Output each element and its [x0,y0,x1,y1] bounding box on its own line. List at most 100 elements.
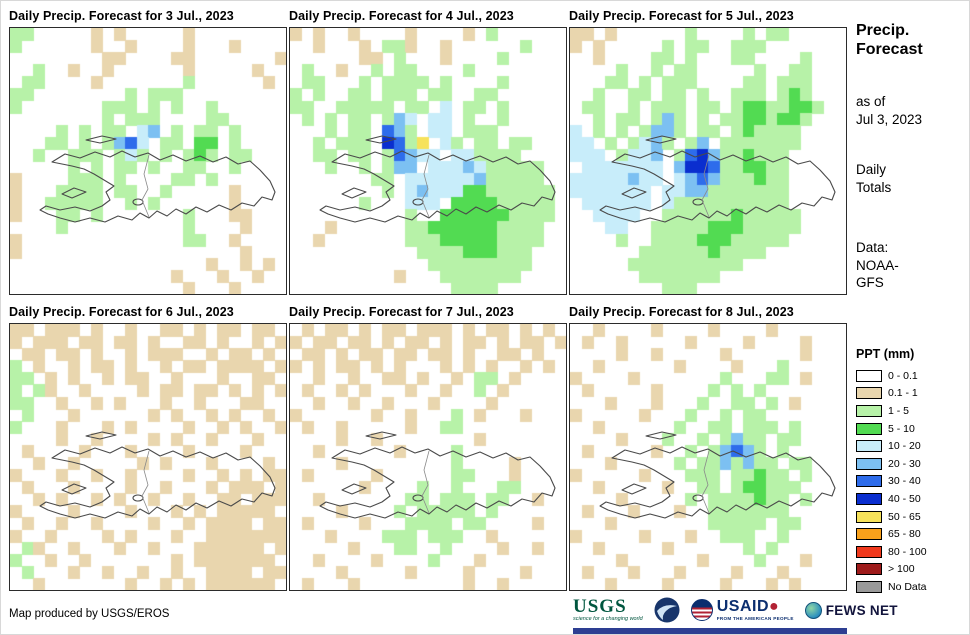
legend-label: 5 - 10 [888,422,915,435]
legend-swatch [856,387,882,400]
legend-item: 30 - 40 [856,473,966,491]
legend-label: 30 - 40 [888,475,921,488]
legend-swatch [856,457,882,470]
legend-item: No Data [856,578,966,596]
legend-swatch [856,440,882,453]
usgs-logo-text: USGS [573,596,627,618]
panel-title: Daily Precip. Forecast for 5 Jul., 2023 [569,9,794,23]
legend-label: No Data [888,580,927,593]
bottom-banner [573,628,847,634]
legend-item: > 100 [856,561,966,579]
legend-item: 1 - 5 [856,402,966,420]
usgs-tagline: science for a changing world [573,616,643,623]
coastline-overlay [39,431,276,519]
legend-swatch [856,422,882,435]
legend-swatch [856,475,882,488]
legend-label: 80 - 100 [888,545,927,558]
legend-item: 65 - 80 [856,525,966,543]
panel-title: Daily Precip. Forecast for 6 Jul., 2023 [9,305,234,319]
legend-label: 40 - 50 [888,492,921,505]
legend-item: 80 - 100 [856,543,966,561]
data-source: Data: NOAA- GFS [856,239,899,292]
forecast-panel: Daily Precip. Forecast for 3 Jul., 2023 [9,9,287,295]
sidebar-title-line1: Precip. [856,22,910,39]
daily-totals-label: Daily Totals [856,161,891,196]
precip-map [569,323,847,591]
legend-swatch [856,369,882,382]
legend-swatch [856,528,882,541]
forecast-panel: Daily Precip. Forecast for 7 Jul., 2023 [289,305,567,591]
sidebar-title-line2: Forecast [856,41,923,58]
as-of-date: as of Jul 3, 2023 [856,93,922,128]
panel-title: Daily Precip. Forecast for 4 Jul., 2023 [289,9,514,23]
data-source-label: Data: [856,240,889,255]
globe-icon [804,601,822,619]
panel-title: Daily Precip. Forecast for 7 Jul., 2023 [289,305,514,319]
precip-raster [10,28,286,294]
coastline-overlay [599,431,836,519]
legend-title: PPT (mm) [856,347,915,361]
forecast-panel: Daily Precip. Forecast for 8 Jul., 2023 [569,305,847,591]
legend-swatch [856,492,882,505]
data-source-line3: GFS [856,275,884,290]
precip-raster [10,324,286,590]
legend-label: 10 - 20 [888,440,921,453]
precip-map [289,27,567,295]
fewsnet-logo: FEWS NET [804,601,898,619]
data-source-line2: NOAA- [856,257,899,273]
legend-item: 10 - 20 [856,437,966,455]
as-of-value: Jul 3, 2023 [856,111,923,127]
precip-map [569,27,847,295]
map-credit: Map produced by USGS/EROS [9,608,170,620]
agency-logos: USGS science for a changing world USAID●… [573,594,898,626]
usaid-logo: USAID● FROM THE AMERICAN PEOPLE [690,597,794,622]
precip-raster [290,28,566,294]
coastline-overlay [599,135,836,223]
precip-raster [570,324,846,590]
panel-title: Daily Precip. Forecast for 8 Jul., 2023 [569,305,794,319]
legend-item: 5 - 10 [856,420,966,438]
usaid-seal-icon [690,599,713,621]
as-of-label: as of [856,94,886,109]
legend-label: > 100 [888,563,915,576]
legend-swatch [856,510,882,523]
noaa-seal-icon [654,597,680,623]
precip-map [9,27,287,295]
legend-swatch [856,563,882,576]
precip-raster [570,28,846,294]
forecast-panel: Daily Precip. Forecast for 4 Jul., 2023 [289,9,567,295]
daily-totals-line2: Totals [856,179,892,195]
legend-item: 0 - 0.1 [856,367,966,385]
coastline-overlay [39,135,276,223]
legend-item: 0.1 - 1 [856,385,966,403]
legend-label: 1 - 5 [888,404,910,417]
legend-item: 20 - 30 [856,455,966,473]
legend-item: 50 - 65 [856,508,966,526]
legend-swatch [856,404,882,417]
panel-title: Daily Precip. Forecast for 3 Jul., 2023 [9,9,234,23]
forecast-panel: Daily Precip. Forecast for 6 Jul., 2023 [9,305,287,591]
sidebar-title: Precip. Forecast [856,21,923,59]
precip-map [289,323,567,591]
legend-swatch [856,580,882,593]
daily-totals-line1: Daily [856,162,887,177]
legend-item: 40 - 50 [856,490,966,508]
legend-label: 20 - 30 [888,457,921,470]
legend-label: 0 - 0.1 [888,369,918,382]
fewsnet-logo-text: FEWS NET [825,602,898,618]
usgs-logo: USGS science for a changing world [573,597,643,623]
noaa-logo [654,597,680,623]
coastline-overlay [319,431,556,519]
legend-label: 65 - 80 [888,528,921,541]
usaid-logo-text: USAID● [716,597,780,615]
legend-swatch [856,545,882,558]
coastline-overlay [319,135,556,223]
legend: 0 - 0.1 0.1 - 1 1 - 5 5 - 10 10 - 20 20 - 30 3… [856,367,966,596]
precip-raster [290,324,566,590]
legend-label: 0.1 - 1 [888,387,918,400]
usaid-tagline: FROM THE AMERICAN PEOPLE [716,615,794,621]
forecast-panel: Daily Precip. Forecast for 5 Jul., 2023 [569,9,847,295]
legend-label: 50 - 65 [888,510,921,523]
precip-map [9,323,287,591]
